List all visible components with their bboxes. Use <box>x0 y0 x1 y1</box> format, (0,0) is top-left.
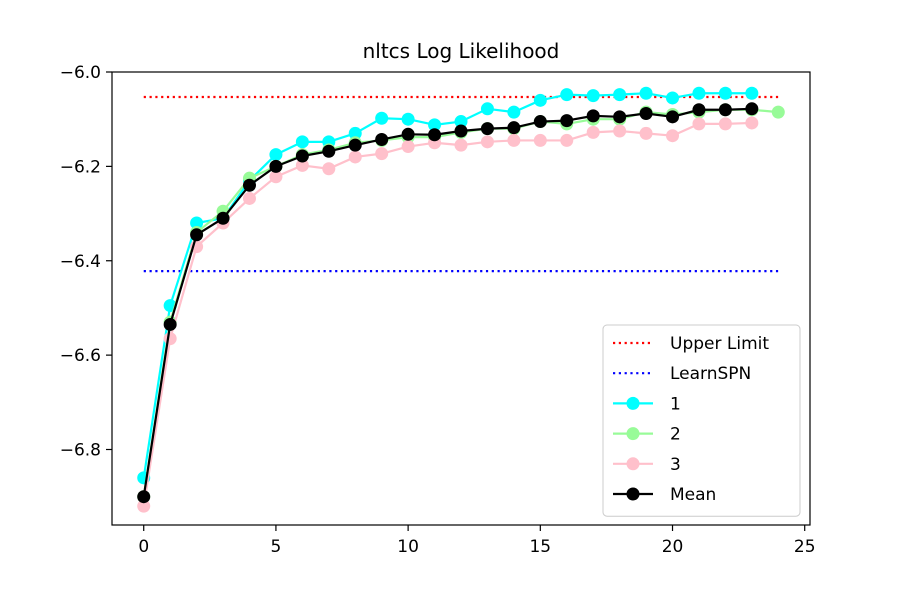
plot-area: 0 5 10 15 20 25 −6.0 −6.2 −6.4 −6.6 −6.8 Upper Limi… <box>60 63 816 557</box>
data-point-mean <box>401 127 415 141</box>
x-tick-label: 5 <box>271 537 282 557</box>
data-point-mean <box>454 124 468 138</box>
data-point-3 <box>745 116 759 130</box>
x-tick-label: 0 <box>138 537 149 557</box>
data-point-mean <box>666 110 680 124</box>
y-tick-label: −6.4 <box>60 252 101 272</box>
data-point-mean <box>428 128 442 142</box>
data-point-1 <box>692 86 706 100</box>
data-point-3 <box>269 170 283 184</box>
y-tick-label: −6.8 <box>60 441 101 461</box>
data-point-1 <box>269 148 283 162</box>
data-point-1 <box>401 112 415 126</box>
data-point-mean <box>613 110 627 124</box>
data-point-1 <box>190 216 204 230</box>
data-point-3 <box>639 126 653 140</box>
legend-marker-mean <box>626 487 640 501</box>
data-point-3 <box>348 150 362 164</box>
data-point-3 <box>507 133 521 147</box>
data-point-3 <box>242 191 256 205</box>
data-point-1 <box>295 135 309 149</box>
data-point-3 <box>401 140 415 154</box>
x-tick-label: 15 <box>529 537 551 557</box>
data-point-1 <box>375 111 389 125</box>
data-point-mean <box>533 115 547 129</box>
legend-marker-1 <box>626 396 640 410</box>
data-point-mean <box>560 114 574 128</box>
data-point-1 <box>533 93 547 107</box>
data-point-mean <box>216 211 230 225</box>
data-point-3 <box>586 125 600 139</box>
series-layer <box>137 86 785 513</box>
data-point-mean <box>295 149 309 163</box>
data-point-3 <box>137 499 151 513</box>
axes-frame <box>111 71 811 526</box>
data-point-3 <box>533 133 547 147</box>
data-point-mean <box>269 159 283 173</box>
data-point-mean <box>242 178 256 192</box>
x-tick-label: 25 <box>794 537 816 557</box>
data-point-1 <box>428 118 442 132</box>
data-point-mean <box>692 103 706 117</box>
data-point-1 <box>745 86 759 100</box>
legend-label-3: 3 <box>670 455 681 475</box>
data-point-1 <box>507 105 521 119</box>
data-point-mean <box>348 138 362 152</box>
legend-marker-3 <box>626 457 640 471</box>
data-point-mean <box>718 103 732 117</box>
legend: Upper Limit LearnSPN 1 2 3 Mean <box>602 324 801 517</box>
data-point-mean <box>507 121 521 135</box>
data-point-3 <box>375 147 389 161</box>
data-point-mean <box>163 317 177 331</box>
legend-label-mean: Mean <box>670 485 716 505</box>
data-point-1 <box>718 86 732 100</box>
data-point-mean <box>322 144 336 158</box>
data-point-1 <box>560 88 574 102</box>
legend-box <box>602 324 801 517</box>
data-point-1 <box>586 89 600 103</box>
data-point-1 <box>348 126 362 140</box>
data-point-mean <box>375 132 389 146</box>
data-point-3 <box>692 117 706 131</box>
data-point-1 <box>666 91 680 105</box>
data-point-3 <box>666 129 680 143</box>
legend-label-learnspn: LearnSPN <box>670 364 751 384</box>
legend-label-upper-limit: Upper Limit <box>670 334 769 354</box>
data-point-3 <box>613 124 627 138</box>
data-point-mean <box>639 107 653 121</box>
data-point-3 <box>560 133 574 147</box>
data-point-3 <box>322 162 336 176</box>
y-tick-label: −6.2 <box>60 157 101 177</box>
data-point-1 <box>454 115 468 129</box>
data-point-1 <box>613 88 627 102</box>
legend-marker-2 <box>626 427 640 441</box>
data-point-1 <box>639 86 653 100</box>
data-point-mean <box>586 109 600 123</box>
y-tick-label: −6.6 <box>60 346 101 366</box>
data-point-3 <box>480 135 494 149</box>
data-point-3 <box>163 332 177 346</box>
legend-label-2: 2 <box>670 425 681 445</box>
data-point-mean <box>190 228 204 242</box>
data-point-3 <box>454 138 468 152</box>
data-point-mean <box>745 102 759 116</box>
data-point-3 <box>295 158 309 172</box>
data-point-mean <box>480 122 494 136</box>
y-tick-label: −6.0 <box>60 63 101 83</box>
data-point-1 <box>480 102 494 116</box>
x-tick-label: 10 <box>397 537 419 557</box>
x-tick-label: 20 <box>662 537 684 557</box>
data-point-3 <box>718 117 732 131</box>
legend-label-1: 1 <box>670 394 681 414</box>
data-point-2 <box>771 105 785 119</box>
chart-title: nltcs Log Likelihood <box>363 39 560 63</box>
data-point-mean <box>137 490 151 504</box>
